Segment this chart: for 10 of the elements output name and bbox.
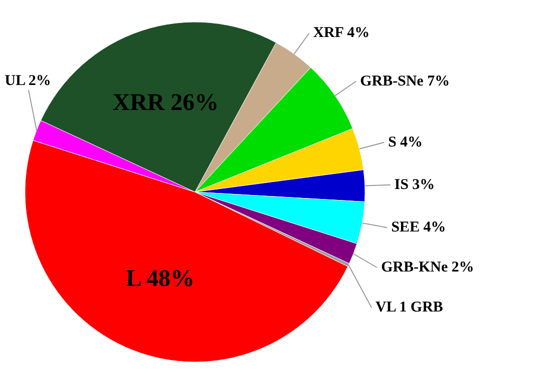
slice-label: IS 3%: [394, 176, 435, 193]
slice-label: SEE 4%: [391, 220, 446, 236]
slice-label: UL 2%: [4, 72, 51, 89]
slice-label: XRR 26%: [112, 90, 219, 116]
slice-label: GRB-SNe 7%: [360, 73, 450, 90]
slice-label: S 4%: [388, 134, 423, 150]
slice-label: GRB-KNe 2%: [381, 260, 474, 276]
slice-label: VL 1 GRB: [376, 300, 444, 316]
slice-label: XRF 4%: [313, 25, 370, 42]
slice-label: L 48%: [126, 266, 195, 292]
